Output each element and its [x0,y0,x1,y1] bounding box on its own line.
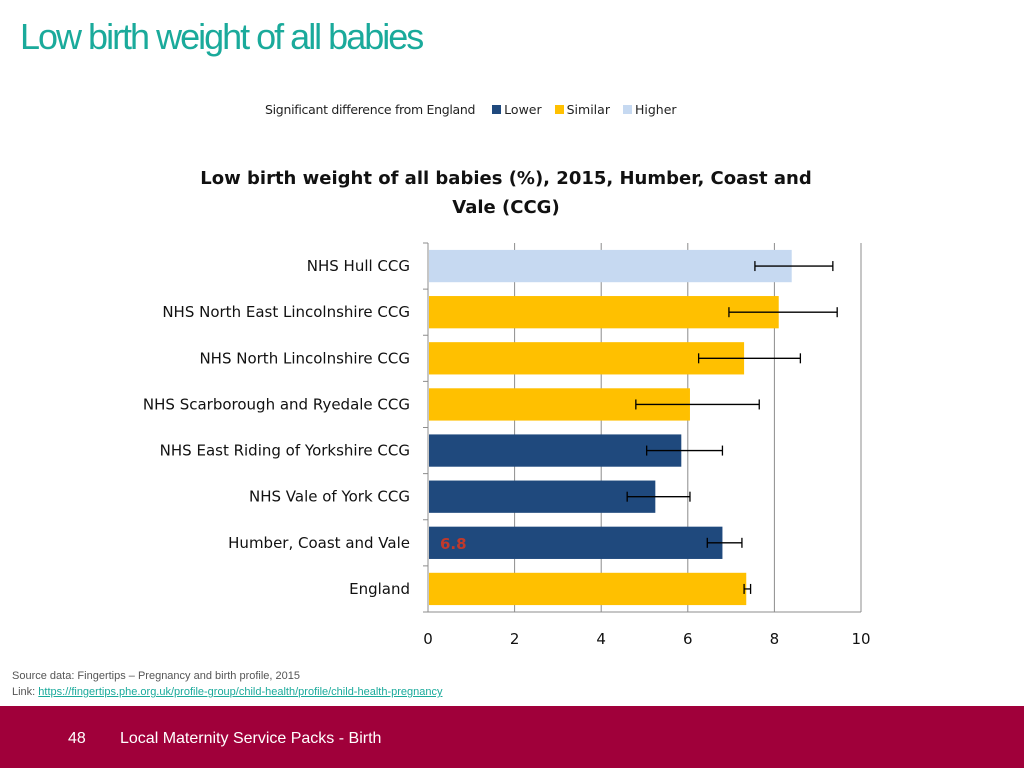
source-link-prefix: Link: [12,686,39,698]
chart-title: Low birth weight of all babies (%), 2015… [200,164,812,222]
chart-title-line-2: Vale (CCG) [452,197,560,218]
x-tick-label-8: 8 [770,630,780,648]
category-label-2: NHS North East Lincolnshire CCG [162,303,410,321]
x-tick-label-0: 0 [423,630,433,648]
legend-label-lower: Lower [504,102,542,117]
category-label-3: NHS North Lincolnshire CCG [199,349,410,367]
x-tick-label-6: 6 [683,630,693,648]
page-number: 48 [68,730,86,747]
legend-item-higher: Higher [622,102,677,117]
bar-2 [429,296,779,329]
legend-label-similar: Similar [566,102,610,117]
category-label-5: NHS East Riding of Yorkshire CCG [160,442,410,460]
bar-3 [429,342,745,375]
x-tick-label-2: 2 [510,630,520,648]
bar-7 [429,526,723,559]
legend-swatch-similar [554,105,564,114]
bar-8 [429,572,747,606]
category-label-1: NHS Hull CCG [307,257,410,275]
source-link[interactable]: https://fingertips.phe.org.uk/profile-gr… [38,686,443,698]
bar-1 [429,249,792,283]
x-tick-label-10: 10 [851,630,870,648]
category-label-6: NHS Vale of York CCG [249,488,410,506]
legend-item-lower: Lower [492,102,542,117]
bar-chart: 0 2 4 6 8 10 NHS Hull CCG NHS North East Lincol… [143,242,871,648]
category-label-4: NHS Scarborough and Ryedale CCG [143,395,410,413]
legend-swatch-lower [492,105,502,114]
chart-legend: Significant difference from England Lowe… [265,102,683,117]
source-link-line: Link: https://fingertips.phe.org.uk/prof… [12,684,442,700]
footer-bar: 48 Local Maternity Service Packs - Birth [0,706,1024,768]
source-text: Source data: Fingertips – Pregnancy and … [12,670,301,682]
legend-title: Significant difference from England [265,102,476,117]
legend-item-similar: Similar [554,102,610,117]
slide-title: Low birth weight of all babies [20,16,424,57]
source-note: Source data: Fingertips – Pregnancy and … [12,668,442,700]
chart-title-line-1: Low birth weight of all babies (%), 2015… [200,168,812,189]
footer-text: Local Maternity Service Packs - Birth [120,730,382,747]
legend-swatch-higher [622,105,632,114]
category-label-8: England [349,580,410,598]
bar-6 [429,480,656,513]
x-tick-label-4: 4 [596,630,606,648]
bar-5 [429,434,682,467]
data-label-1: 6.8 [440,535,467,553]
category-label-7: Humber, Coast and Vale [228,534,410,552]
legend-label-higher: Higher [634,102,677,117]
